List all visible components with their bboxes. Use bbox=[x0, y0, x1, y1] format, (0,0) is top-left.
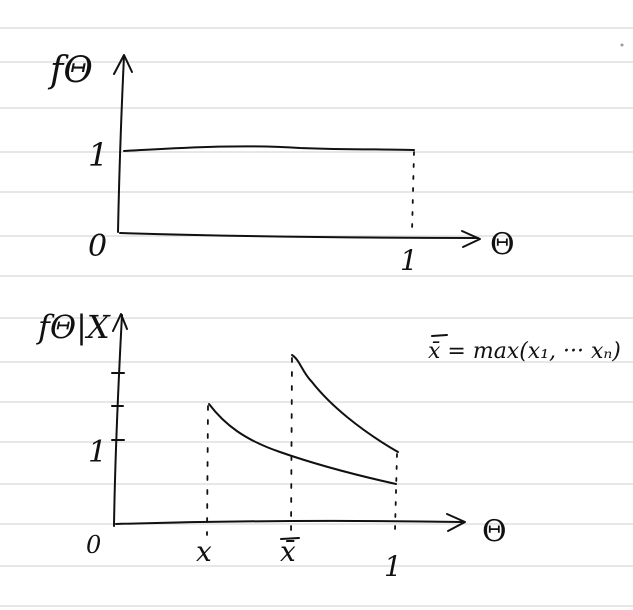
top-y-tick-1: 1 bbox=[88, 136, 108, 174]
bottom-y-axis bbox=[113, 314, 123, 527]
curve-from-xbar bbox=[291, 354, 399, 453]
top-x-tick-1: 1 bbox=[400, 244, 418, 277]
top-y-arrowhead bbox=[113, 54, 133, 75]
top-x-label: Θ bbox=[490, 227, 515, 262]
bottom-plot bbox=[111, 313, 466, 540]
ink-dot bbox=[620, 43, 624, 47]
bottom-x-tick-xbar: x̄ bbox=[280, 535, 296, 568]
top-origin-label: 0 bbox=[88, 229, 107, 264]
bottom-origin-label: 0 bbox=[86, 531, 101, 559]
top-y-label: fΘ bbox=[47, 50, 93, 91]
max-annotation: x̄ = max(x₁, ··· xₙ) bbox=[428, 339, 621, 364]
dotted-guide-x bbox=[206, 405, 209, 536]
top-density-line bbox=[123, 145, 415, 152]
curve-from-x bbox=[208, 403, 397, 485]
bottom-x-label: Θ bbox=[482, 514, 507, 549]
bottom-y-label: fΘ|X bbox=[36, 308, 111, 346]
bottom-y-tick-1: 1 bbox=[88, 435, 107, 470]
top-dotted-guide bbox=[411, 151, 415, 233]
bottom-x-arrowhead bbox=[446, 513, 466, 532]
bottom-x-tick-x: x bbox=[196, 535, 212, 568]
annotation-xbar-bar bbox=[431, 334, 448, 337]
dotted-guide-xbar bbox=[290, 357, 293, 536]
dotted-guide-one bbox=[394, 453, 398, 531]
xbar-label-bar bbox=[280, 537, 300, 540]
top-x-arrowhead bbox=[461, 230, 481, 248]
top-y-axis bbox=[117, 55, 125, 233]
top-x-axis bbox=[119, 232, 479, 239]
top-plot bbox=[113, 54, 481, 248]
bottom-x-axis bbox=[115, 519, 463, 525]
bottom-y-arrowhead bbox=[112, 313, 128, 332]
ruled-lines bbox=[0, 27, 633, 607]
bottom-x-tick-1: 1 bbox=[384, 550, 402, 583]
